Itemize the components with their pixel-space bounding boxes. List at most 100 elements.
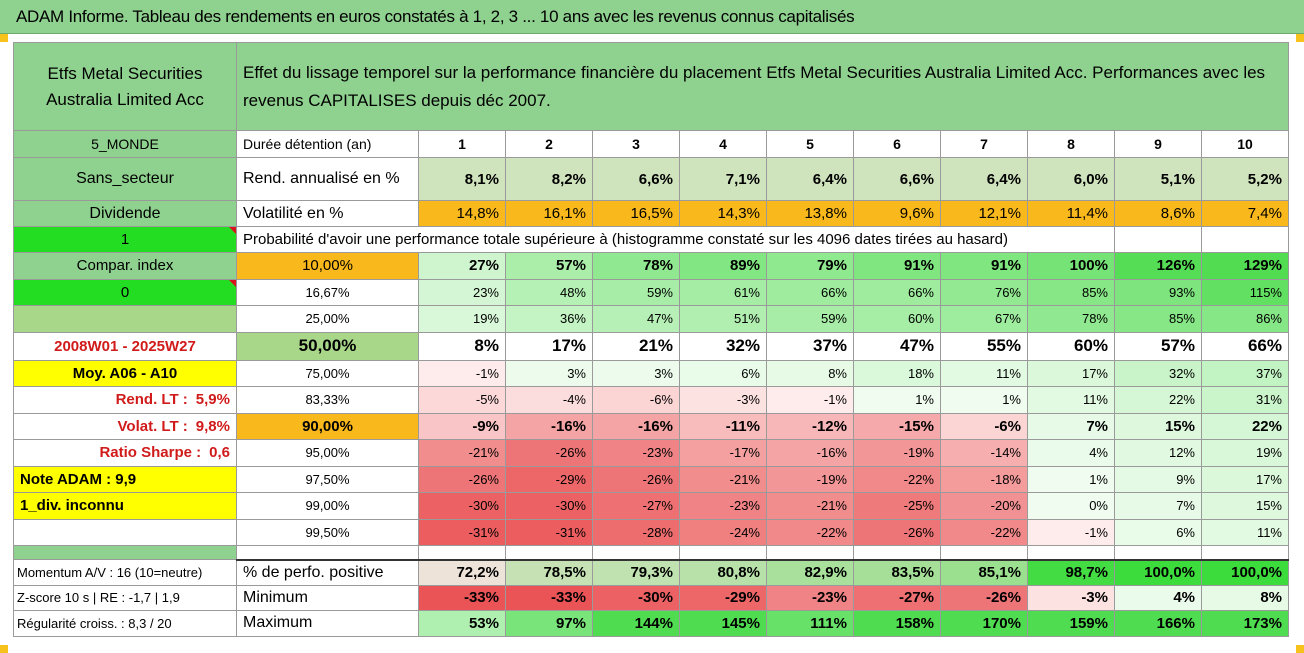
perf-cell: 7% xyxy=(1114,492,1202,520)
separator-cell xyxy=(418,545,506,561)
perf-cell: 86% xyxy=(1201,305,1289,333)
perf-cell: -17% xyxy=(679,439,767,467)
perf-cell: 91% xyxy=(853,252,941,280)
separator-cell xyxy=(505,545,593,561)
minimum-cell: -30% xyxy=(592,584,680,611)
positive-cell: 79,3% xyxy=(592,559,680,586)
perf-cell: 11% xyxy=(1027,386,1115,414)
perf-cell: 17% xyxy=(1201,465,1289,493)
duration-header: 8 xyxy=(1027,130,1115,158)
duration-header: 1 xyxy=(418,130,506,158)
positive-cell: 72,2% xyxy=(418,559,506,586)
maximum-cell: 159% xyxy=(1027,610,1115,637)
rend-lt-value: 5,9% xyxy=(195,391,230,409)
duration-header: 9 xyxy=(1114,130,1202,158)
perf-cell: 78% xyxy=(592,252,680,280)
moy-label: Moy. A06 - A10 xyxy=(13,359,237,387)
prob-threshold: 99,00% xyxy=(236,492,419,520)
perf-cell: -28% xyxy=(592,518,680,546)
prob-threshold: 90,00% xyxy=(236,412,419,440)
sector-label: Sans_secteur xyxy=(13,157,237,201)
perf-cell: 6% xyxy=(679,359,767,387)
maximum-cell: 170% xyxy=(940,610,1028,637)
perf-cell: 8% xyxy=(418,331,506,361)
empty-cell xyxy=(13,518,237,546)
perf-cell: 17% xyxy=(1027,359,1115,387)
perf-cell: -1% xyxy=(418,359,506,387)
corner-marker xyxy=(0,645,8,653)
positive-cell: 100,0% xyxy=(1114,559,1202,586)
perf-cell: 15% xyxy=(1114,412,1202,440)
empty-cell xyxy=(1114,226,1202,253)
rend-cell: 6,0% xyxy=(1027,157,1115,201)
dividend-label: Dividende xyxy=(13,200,237,227)
vol-cell: 7,4% xyxy=(1201,200,1289,227)
prob-threshold: 25,00% xyxy=(236,305,419,333)
maximum-cell: 111% xyxy=(766,610,854,637)
minimum-cell: -26% xyxy=(940,584,1028,611)
rend-cell: 6,4% xyxy=(766,157,854,201)
minimum-cell: 8% xyxy=(1201,584,1289,611)
perf-cell: -21% xyxy=(679,465,767,493)
positive-cell: 83,5% xyxy=(853,559,941,586)
vol-cell: 14,3% xyxy=(679,200,767,227)
perf-cell: 4% xyxy=(1027,439,1115,467)
separator-cell xyxy=(236,545,419,561)
perf-cell: -25% xyxy=(853,492,941,520)
perf-cell: 85% xyxy=(1027,278,1115,306)
perf-cell: 15% xyxy=(1201,492,1289,520)
perf-cell: 19% xyxy=(418,305,506,333)
volat-lt-label: Volat. LT : xyxy=(117,417,188,435)
separator-cell xyxy=(1114,545,1202,561)
prob-threshold: 99,50% xyxy=(236,518,419,546)
maximum-cell: 145% xyxy=(679,610,767,637)
perf-cell: 126% xyxy=(1114,252,1202,280)
perf-cell: 85% xyxy=(1114,305,1202,333)
rend-label: Rend. annualisé en % xyxy=(236,157,419,201)
perf-cell: -11% xyxy=(679,412,767,440)
fund-name-cell: Etfs Metal Securities Australia Limited … xyxy=(13,42,237,131)
perf-cell: 59% xyxy=(592,278,680,306)
perf-cell: -21% xyxy=(766,492,854,520)
vol-label: Volatilité en % xyxy=(236,200,419,227)
corner-marker xyxy=(1296,645,1304,653)
perf-cell: 79% xyxy=(766,252,854,280)
perf-cell: -9% xyxy=(418,412,506,440)
perf-cell: -31% xyxy=(505,518,593,546)
perf-cell: -6% xyxy=(592,386,680,414)
minimum-cell: -3% xyxy=(1027,584,1115,611)
vol-cell: 11,4% xyxy=(1027,200,1115,227)
positive-cell: 80,8% xyxy=(679,559,767,586)
dividend-value: 1 xyxy=(13,226,237,253)
sharpe-label: Ratio Sharpe : xyxy=(99,444,202,462)
duration-header: 2 xyxy=(505,130,593,158)
perf-cell: -29% xyxy=(505,465,593,493)
separator-cell xyxy=(13,545,237,560)
perf-cell: -15% xyxy=(853,412,941,440)
maximum-cell: 97% xyxy=(505,610,593,637)
rend-lt: Rend. LT : 5,9% xyxy=(13,386,237,414)
vol-cell: 14,8% xyxy=(418,200,506,227)
perf-cell: -14% xyxy=(940,439,1028,467)
fund-name: Etfs Metal Securities Australia Limited … xyxy=(46,63,204,109)
title-banner: ADAM Informe. Tableau des rendements en … xyxy=(0,0,1304,34)
minimum-cell: 4% xyxy=(1114,584,1202,611)
perf-cell: 100% xyxy=(1027,252,1115,280)
perf-cell: 21% xyxy=(592,331,680,361)
perf-cell: 32% xyxy=(1114,359,1202,387)
perf-cell: 19% xyxy=(1201,439,1289,467)
corner-marker xyxy=(1296,34,1304,42)
rend-lt-label: Rend. LT : xyxy=(115,391,188,409)
div-status: 1_div. inconnu xyxy=(13,492,237,520)
duration-header: 3 xyxy=(592,130,680,158)
separator-cell xyxy=(592,545,680,561)
minimum-side-label: Z-score 10 s | RE : -1,7 | 1,9 xyxy=(13,584,237,611)
performance-table: Etfs Metal Securities Australia Limited … xyxy=(13,42,1289,637)
perf-cell: 60% xyxy=(1027,331,1115,361)
perf-cell: 51% xyxy=(679,305,767,333)
volat-lt: Volat. LT : 9,8% xyxy=(13,412,237,440)
prob-threshold: 97,50% xyxy=(236,465,419,493)
perf-cell: 11% xyxy=(1201,518,1289,546)
perf-cell: 0% xyxy=(1027,492,1115,520)
perf-cell: 37% xyxy=(1201,359,1289,387)
